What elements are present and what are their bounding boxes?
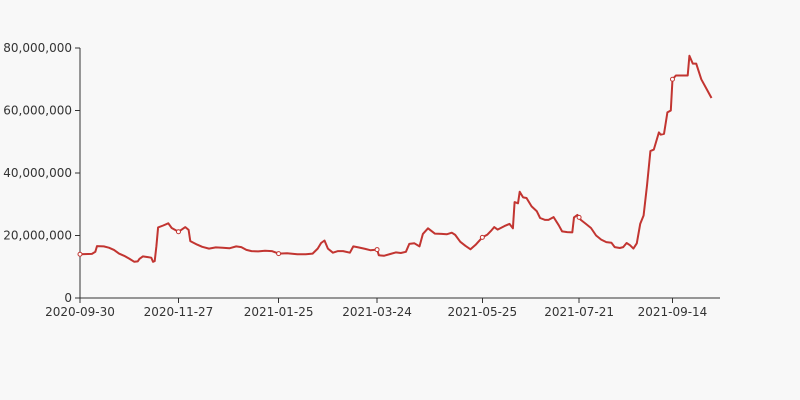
x-tick-label: 2021-09-14 (638, 305, 708, 319)
data-point-marker (374, 247, 380, 253)
x-tick-label: 2020-09-30 (45, 305, 115, 319)
data-point-marker (77, 251, 83, 257)
series-markers (77, 76, 675, 257)
y-tick-label: 0 (64, 291, 72, 305)
x-axis: 2020-09-30 2020-11-27 2021-01-25 2021-03-24… (45, 297, 720, 319)
series-line (79, 54, 713, 263)
y-tick-label: 40,000,000 (3, 166, 72, 180)
y-axis: 0 20,000,000 40,000,000 60,000,000 80,000,00… (3, 41, 81, 305)
x-tick-label: 2021-07-21 (544, 305, 614, 319)
data-point-marker (669, 76, 675, 82)
data-point-marker (576, 214, 582, 220)
data-point-marker (276, 251, 282, 257)
x-tick-label: 2021-03-24 (342, 305, 412, 319)
data-point-marker (175, 229, 181, 235)
x-tick-label: 2021-01-25 (244, 305, 314, 319)
x-tick-label: 2021-05-25 (447, 305, 517, 319)
y-tick-label: 20,000,000 (3, 229, 72, 243)
x-tick-label: 2020-11-27 (144, 305, 214, 319)
y-tick-label: 80,000,000 (3, 41, 72, 55)
data-point-marker (479, 234, 485, 240)
y-tick-label: 60,000,000 (3, 104, 72, 118)
